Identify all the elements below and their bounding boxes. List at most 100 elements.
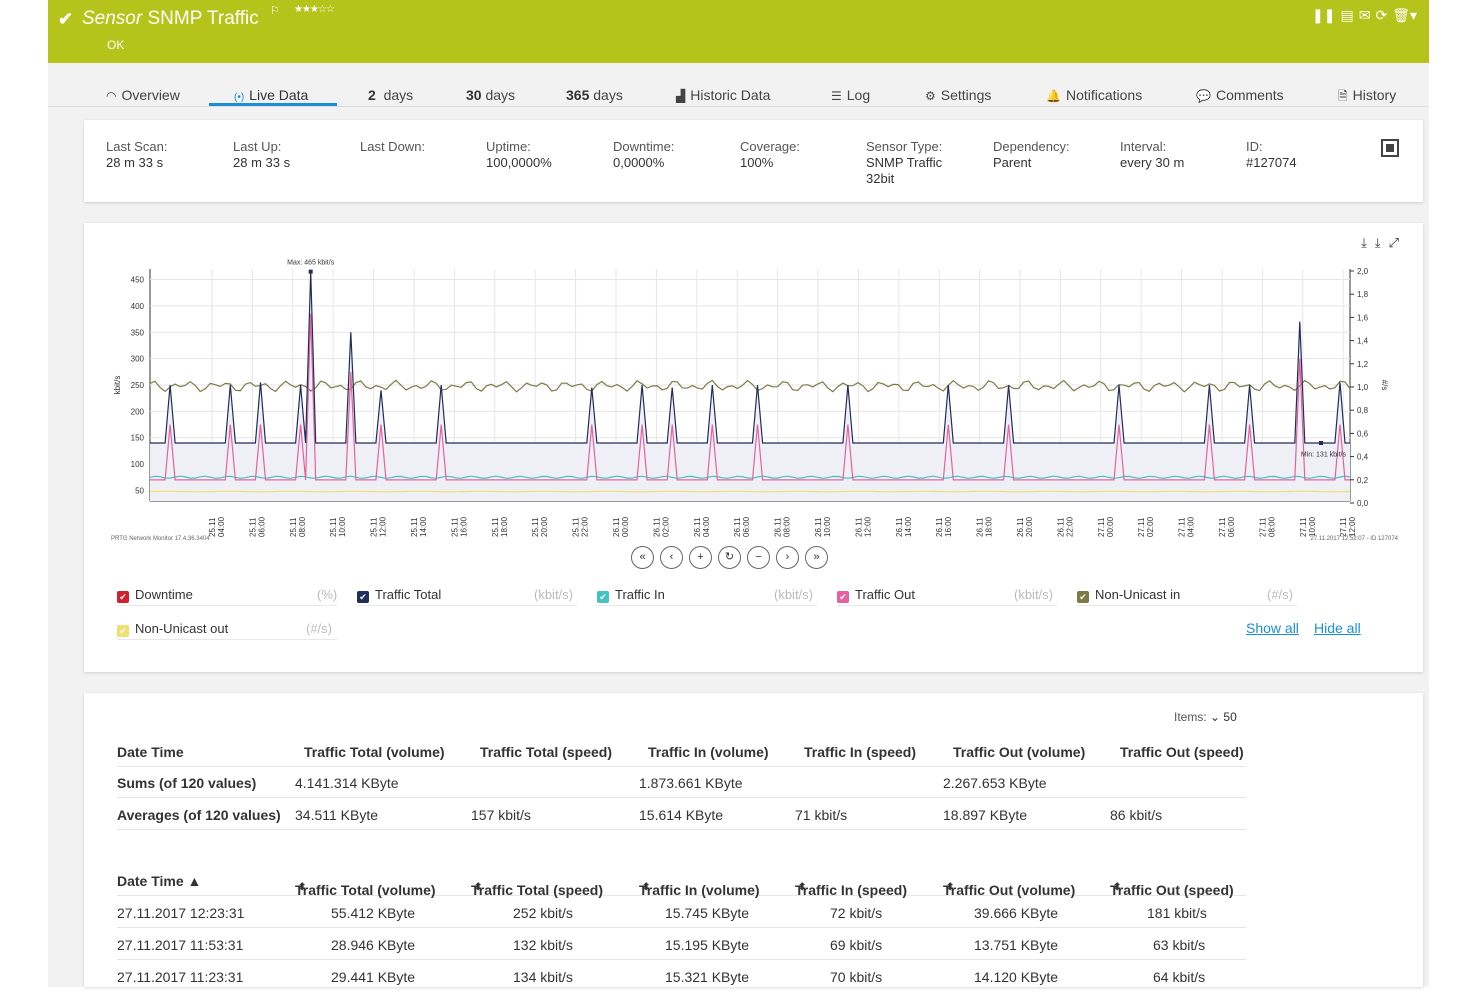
legend-traffic-in[interactable]: ✔ Traffic In <box>597 587 665 603</box>
checkbox-icon[interactable]: ✔ <box>117 591 129 603</box>
col-header-label: Traffic Out (volume) <box>943 882 1076 898</box>
y-tick-label: 450 <box>131 276 145 285</box>
checkbox-icon[interactable]: ✔ <box>837 591 849 603</box>
delete-menu-icon[interactable]: 🗑▾ <box>1392 7 1417 23</box>
x-tick-label: 12:00 <box>379 516 388 537</box>
tab-settings[interactable]: ⚙ Settings <box>925 87 991 103</box>
nav-last-button[interactable]: » <box>805 546 828 569</box>
x-tick-label: 26.11 <box>895 517 904 537</box>
table-cell: 15.614 KByte <box>639 807 724 823</box>
legend-unit: (#/s) <box>306 621 332 636</box>
sort-icon: ⬍ <box>946 882 955 893</box>
x-tick-label: 08:00 <box>298 516 307 537</box>
clone-icon[interactable]: ▤ <box>1340 7 1354 23</box>
expand-icon[interactable]: ⤢ <box>1388 235 1399 250</box>
table-cell: 1.873.661 KByte <box>639 775 743 791</box>
tab-2-days[interactable]: 2 days <box>368 87 413 103</box>
priority-stars[interactable]: ★★★☆☆ <box>294 4 335 15</box>
zoom-in-button[interactable]: + <box>689 546 712 569</box>
nav-next-button[interactable]: › <box>776 546 799 569</box>
y-tick-label: 350 <box>131 328 145 337</box>
col-header-label: Traffic Out (speed) <box>1110 882 1234 898</box>
table-cell: 13.751 KByte <box>974 937 1059 953</box>
x-tick-label: 26.11 <box>1056 517 1065 537</box>
tab-overview[interactable]: ◠ Overview <box>106 87 180 103</box>
show-all-link[interactable]: Show all <box>1246 620 1299 636</box>
table-cell: 18.897 KByte <box>943 807 1028 823</box>
checkbox-icon[interactable]: ✔ <box>597 591 609 603</box>
mail-icon[interactable]: ✉ <box>1358 7 1371 23</box>
info-label: Interval: <box>1120 139 1167 154</box>
checkbox-icon[interactable]: ✔ <box>117 625 129 637</box>
flag-icon[interactable]: ⚐ <box>270 5 280 17</box>
tab-365-days[interactable]: 365 days <box>566 87 623 103</box>
x-tick-label: 25.11 <box>491 517 500 537</box>
table-cell: Averages (of 120 values) <box>117 807 281 823</box>
x-tick-label: 02:00 <box>661 516 670 537</box>
x-tick-label: 04:00 <box>217 516 226 537</box>
zoom-out-button[interactable]: − <box>747 546 770 569</box>
download-data-icon[interactable]: ⤓ <box>1374 235 1381 250</box>
history-icon: 🗎 <box>1338 89 1348 103</box>
refresh-icon[interactable]: ⟳ <box>1375 7 1388 23</box>
items-label: Items: <box>1174 710 1207 724</box>
table-cell: 134 kbit/s <box>513 969 573 985</box>
tab-comments[interactable]: 💬 Comments <box>1196 87 1284 103</box>
tab-historic-data[interactable]: ▟ Historic Data <box>676 87 770 103</box>
table-cell: 39.666 KByte <box>974 905 1059 921</box>
checkbox-icon[interactable]: ✔ <box>1077 591 1089 603</box>
legend-traffic-total[interactable]: ✔ Traffic Total <box>357 587 441 603</box>
qr-code-icon[interactable] <box>1381 139 1399 157</box>
legend-downtime[interactable]: ✔ Downtime <box>117 587 193 603</box>
legend-traffic-out[interactable]: ✔ Traffic Out <box>837 587 915 603</box>
y-tick-label: 200 <box>131 407 145 416</box>
reset-zoom-button[interactable]: ↻ <box>718 546 741 569</box>
area-chart-icon: ▟ <box>676 89 686 103</box>
tab-label: Log <box>846 87 871 103</box>
sort-icon: ⬍ <box>798 882 807 893</box>
series-line-traffic-total <box>150 271 1350 444</box>
x-tick-label: 26.11 <box>652 517 661 537</box>
nav-first-button[interactable]: « <box>631 546 654 569</box>
x-tick-label: 00:00 <box>621 516 630 537</box>
info-value[interactable]: Parent <box>993 155 1032 170</box>
tab-live-data[interactable]: (•) Live Data <box>234 87 308 103</box>
x-tick-label: 06:00 <box>257 516 266 537</box>
sort-date-time[interactable]: Date Time ▲ <box>117 873 202 889</box>
x-tick-label: 06:00 <box>742 516 751 537</box>
download-icon[interactable]: ⤓ <box>1361 235 1367 250</box>
x-tick-label: 26.11 <box>693 517 702 537</box>
legend-non-unicast-out[interactable]: ✔ Non-Unicast out <box>117 621 228 637</box>
x-tick-label: 27.11 <box>1218 517 1227 537</box>
live-icon: (•) <box>234 92 245 103</box>
hide-all-link[interactable]: Hide all <box>1314 620 1361 636</box>
tab-notifications[interactable]: 🔔 Notifications <box>1046 87 1142 103</box>
nav-prev-button[interactable]: ‹ <box>660 546 683 569</box>
tab-log[interactable]: ☰ Log <box>831 87 870 103</box>
checkbox-icon[interactable]: ✔ <box>357 591 369 603</box>
table-cell: 15.745 KByte <box>665 905 750 921</box>
tab-label: Live Data <box>249 87 309 103</box>
x-tick-label: 22:00 <box>1065 516 1074 537</box>
x-tick-label: 25.11 <box>450 517 459 537</box>
tab-30-days[interactable]: 30 days <box>466 87 515 103</box>
tab-label: Comments <box>1215 87 1284 103</box>
tab-history[interactable]: 🗎 History <box>1338 87 1396 108</box>
x-tick-label: 27.11 <box>1097 517 1106 537</box>
y-tick-label: 100 <box>131 460 145 469</box>
tab-divider <box>48 106 1429 107</box>
x-tick-label: 25.11 <box>410 517 419 537</box>
table-cell: Sums (of 120 values) <box>117 775 257 791</box>
col-header-label: Traffic Total (volume) <box>295 882 436 898</box>
y2-tick-label: 1,2 <box>1357 360 1369 369</box>
table-cell: 157 kbit/s <box>471 807 531 823</box>
info-sensor-type: Sensor Type: SNMP Traffic 32bit <box>866 139 942 187</box>
bell-icon: 🔔 <box>1046 89 1061 103</box>
chart-footer-left: PRTG Network Monitor 17.4.36.3404 <box>111 536 210 542</box>
y2-tick-label: 1,8 <box>1357 290 1369 299</box>
pause-icon[interactable]: ❚❚ <box>1312 7 1336 23</box>
info-value: 100% <box>740 155 774 170</box>
items-per-page[interactable]: Items: ⌄ 50 <box>1174 710 1237 724</box>
legend-non-unicast-in[interactable]: ✔ Non-Unicast in <box>1077 587 1180 603</box>
x-tick-label: 25.11 <box>289 517 298 537</box>
